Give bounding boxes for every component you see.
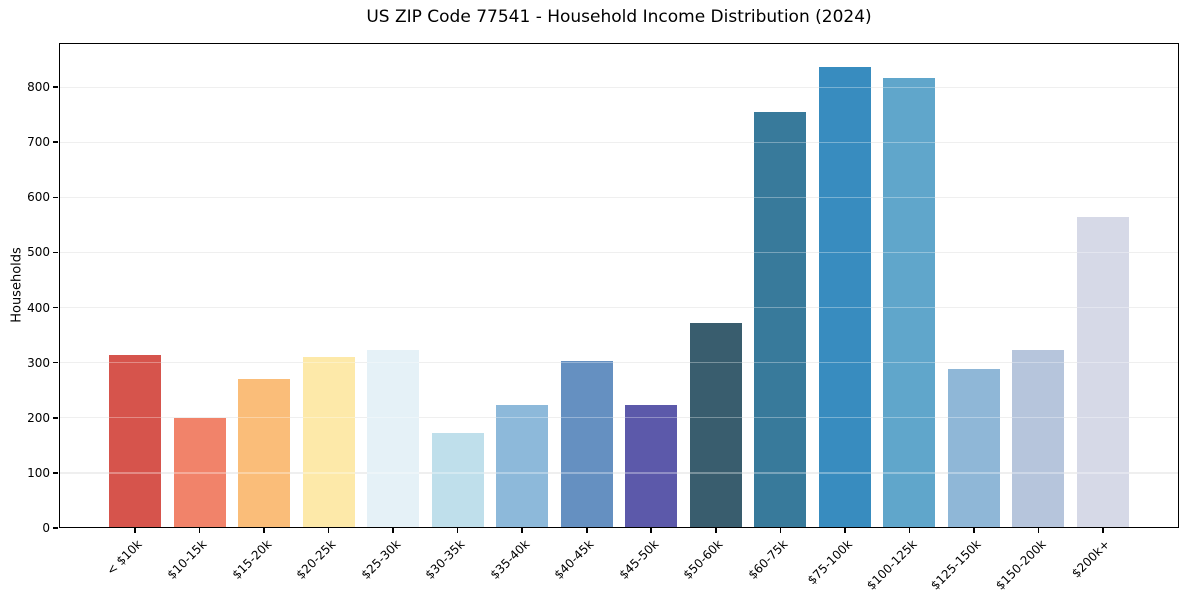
gridline [59, 362, 1179, 364]
y-axis-label: Households [9, 247, 25, 323]
x-axis-tick [327, 528, 330, 533]
gridline-overlay [59, 306, 1179, 309]
x-axis-tick [198, 528, 201, 533]
y-axis-tick-label: 400 [27, 300, 50, 315]
x-axis-tick [844, 528, 846, 533]
x-axis-tick-label: $50-60k [680, 537, 726, 582]
bar-3035k [431, 433, 484, 528]
x-axis-tick-label: $100-125k [863, 537, 920, 590]
y-axis-tick [53, 251, 58, 254]
gridline [59, 196, 1179, 198]
bar-2025k [302, 357, 355, 528]
y-axis-tick-label: 0 [42, 521, 50, 535]
y-axis-tick [53, 416, 58, 419]
x-axis-tick-label: $60-75k [745, 537, 791, 582]
x-axis-tick [1102, 528, 1104, 533]
bar-6075k [754, 112, 807, 528]
bar-2530k [367, 349, 420, 528]
gridline [59, 141, 1179, 143]
x-axis-tick-label: $45-50k [616, 537, 662, 582]
y-axis-tick-label: 600 [27, 190, 50, 205]
x-axis-tick-label: $150-200k [992, 537, 1049, 590]
y-axis-tick-label: 800 [27, 80, 50, 95]
gridline [59, 251, 1179, 254]
y-axis-tick-label: 300 [27, 355, 50, 370]
y-axis-tick-label: 500 [27, 245, 50, 260]
y-axis-tick [53, 141, 58, 144]
bar-150200k [1012, 349, 1065, 528]
y-axis-tick [53, 361, 58, 364]
x-axis-tick-label: $200k+ [1069, 537, 1113, 581]
gridline-overlay [59, 86, 1179, 88]
x-axis-tick [456, 528, 459, 533]
y-axis-tick [53, 306, 58, 309]
bar-1520k [238, 379, 291, 528]
gridline-overlay [59, 141, 1179, 143]
bar-5060k [689, 322, 742, 528]
x-axis-tick [134, 528, 136, 533]
bar-4550k [625, 405, 678, 528]
gridline [59, 306, 1179, 309]
bar-200k [1077, 216, 1129, 528]
gridline [59, 86, 1179, 88]
x-axis-tick [973, 528, 975, 533]
gridline-overlay [59, 196, 1179, 198]
x-axis-tick [650, 528, 653, 533]
x-axis-tick-label: $35-40k [487, 537, 533, 582]
gridline-overlay [59, 362, 1179, 364]
x-axis-tick [263, 528, 265, 533]
x-axis-tick [908, 528, 911, 533]
gridline-overlay [59, 417, 1179, 419]
y-axis-tick [53, 472, 58, 474]
x-axis-tick [585, 528, 588, 533]
x-axis-tick [779, 528, 782, 533]
plot-area: 0 100 200 300 400 500 600 700 800 < $10k $10-15k $1… [27, 43, 1179, 590]
bar-10k [109, 354, 161, 528]
x-axis-tick [1037, 528, 1040, 533]
x-axis-tick-label: $25-30k [358, 537, 404, 582]
bar-100125k [883, 78, 936, 528]
gridline-overlay [59, 251, 1179, 254]
y-axis-tick [53, 527, 58, 529]
bar-1015k [173, 418, 226, 528]
gridline [59, 472, 1179, 474]
x-axis-tick-label: $40-45k [551, 537, 597, 582]
bar-75100k [818, 67, 871, 528]
x-axis-tick-label: $75-100k [804, 537, 855, 588]
gridline [59, 417, 1179, 419]
y-axis-tick [53, 196, 58, 199]
x-axis-tick-label: $125-150k [928, 537, 984, 590]
bar-3540k [496, 405, 549, 528]
chart-title: US ZIP Code 77541 - Household Income Dis… [366, 7, 872, 27]
axes-frame [59, 43, 1179, 528]
y-axis-tick-label: 700 [27, 135, 50, 150]
y-axis-tick-label: 200 [27, 410, 50, 425]
bar-125150k [947, 369, 1000, 528]
bar-4045k [560, 361, 613, 528]
x-axis-tick [392, 528, 394, 533]
gridline-overlay [59, 472, 1179, 474]
x-axis-tick-label: $15-20k [229, 537, 274, 582]
x-axis-tick-label: $10-15k [164, 537, 210, 582]
x-axis-tick [521, 528, 523, 533]
x-axis-tick-label: $20-25k [293, 537, 339, 582]
y-axis-tick-label: 100 [27, 465, 50, 480]
y-axis-tick [53, 86, 58, 88]
x-axis-tick-label: < $10k [104, 537, 145, 578]
x-axis-tick [715, 528, 717, 533]
x-axis-tick-label: $30-35k [422, 537, 468, 582]
